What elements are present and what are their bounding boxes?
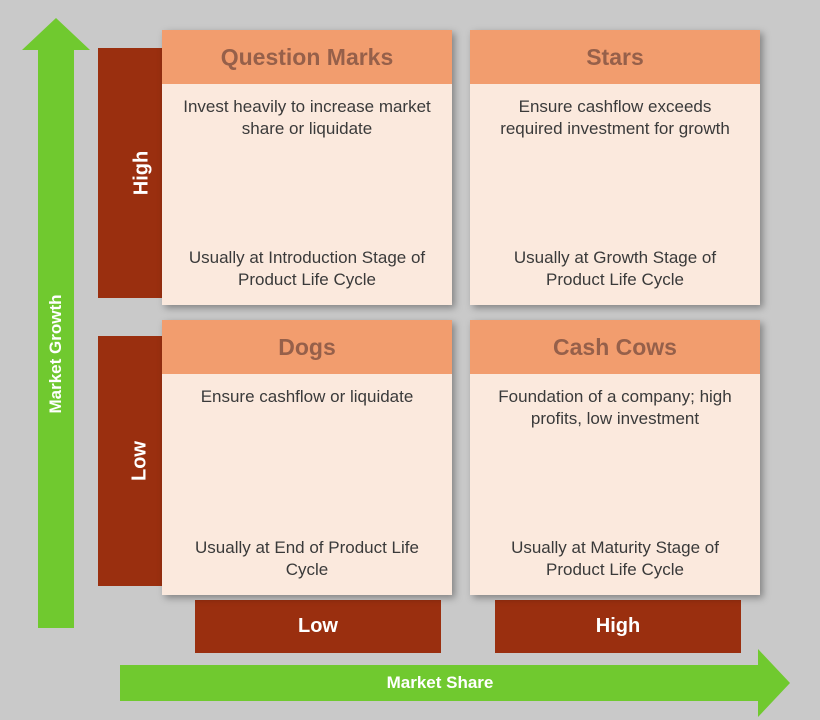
quadrant-line1: Invest heavily to increase market share … xyxy=(178,96,436,140)
y-band-low-label: Low xyxy=(129,441,152,481)
quadrant-line2: Usually at Growth Stage of Product Life … xyxy=(486,247,744,291)
arrow-up-icon xyxy=(22,18,90,50)
x-band-low-label: Low xyxy=(298,615,338,637)
x-axis-label: Market Share xyxy=(120,665,760,701)
y-axis-arrow: Market Growth xyxy=(38,18,74,628)
quadrant-line1: Ensure cashflow or liquidate xyxy=(178,386,436,408)
quadrant-line2: Usually at Maturity Stage of Product Lif… xyxy=(486,537,744,581)
quadrant-title: Question Marks xyxy=(162,30,452,84)
quadrant-line1: Foundation of a company; high profits, l… xyxy=(486,386,744,430)
quadrant-dogs: Dogs Ensure cashflow or liquidate Usuall… xyxy=(162,320,452,595)
quadrant-title: Cash Cows xyxy=(470,320,760,374)
quadrant-cash-cows: Cash Cows Foundation of a company; high … xyxy=(470,320,760,595)
arrow-right-icon xyxy=(758,649,790,717)
quadrant-line1: Ensure cashflow exceeds required investm… xyxy=(486,96,744,140)
quadrant-question-marks: Question Marks Invest heavily to increas… xyxy=(162,30,452,305)
bcg-matrix: High Low Low High Market Growth Market S… xyxy=(0,0,820,720)
y-axis-label: Market Growth xyxy=(46,294,66,413)
quadrant-title: Dogs xyxy=(162,320,452,374)
quadrant-line2: Usually at End of Product Life Cycle xyxy=(178,537,436,581)
quadrant-stars: Stars Ensure cashflow exceeds required i… xyxy=(470,30,760,305)
y-band-high-label: High xyxy=(131,151,154,195)
quadrant-title: Stars xyxy=(470,30,760,84)
x-band-high: High xyxy=(495,600,741,653)
x-axis-arrow: Market Share xyxy=(120,665,790,701)
x-band-high-label: High xyxy=(596,615,640,637)
quadrant-line2: Usually at Introduction Stage of Product… xyxy=(178,247,436,291)
x-band-low: Low xyxy=(195,600,441,653)
